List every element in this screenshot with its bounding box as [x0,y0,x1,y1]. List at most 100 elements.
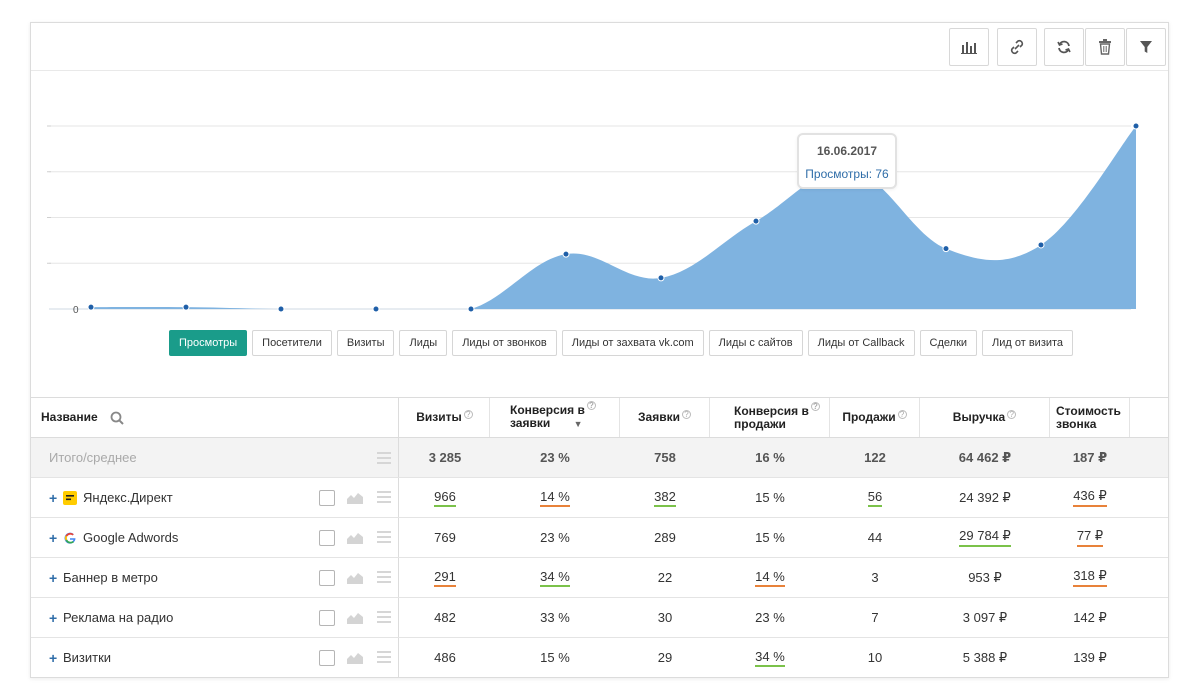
row-checkbox[interactable] [319,570,335,586]
total-leads-value: 758 [654,450,676,465]
source-name-cell: + Реклама на радио [31,598,399,637]
area-chart-icon[interactable] [347,611,363,624]
area-chart-icon[interactable] [347,531,363,544]
cell-value: 56 [867,489,883,507]
cell-visits: 482 [400,598,490,637]
metric-button[interactable]: Лиды [399,330,448,356]
cell-value: 139 ₽ [1073,649,1107,665]
data-point[interactable] [657,274,665,282]
data-point[interactable] [467,305,475,313]
row-checkbox[interactable] [319,650,335,666]
help-icon[interactable]: ? [463,410,473,419]
cell-conv-sales: 34 % [710,638,830,677]
source-name-cell: + Google Adwords [31,518,399,557]
expand-icon[interactable]: + [49,489,58,506]
refresh-button[interactable] [1044,28,1084,66]
cell-leads: 22 [620,558,710,597]
data-point[interactable] [372,305,380,313]
data-point[interactable] [942,245,950,253]
y-tick-label: 0 [73,305,79,316]
metric-button[interactable]: Посетители [252,330,332,356]
list-icon[interactable] [377,491,391,503]
list-icon[interactable] [377,571,391,583]
metric-button[interactable]: Визиты [336,330,395,356]
row-checkbox[interactable] [319,530,335,546]
chart-view-button[interactable] [949,28,989,66]
table-row: + Баннер в метро 291 34 % 22 14 % 3 953 ₽ 318 ₽ [31,558,1168,598]
help-icon[interactable]: ? [1007,410,1017,419]
data-point[interactable] [562,250,570,258]
data-point[interactable] [1132,122,1140,130]
cell-revenue: 3 097 ₽ [920,598,1050,637]
expand-icon[interactable]: + [49,529,58,546]
area-chart-icon[interactable] [347,651,363,664]
header-conv-leads[interactable]: Конверсия в? заявки ▼ [490,398,620,437]
metric-button[interactable]: Лид от визита [982,330,1074,356]
header-conv-sales[interactable]: Конверсия в? продажи [710,398,830,437]
link-button[interactable] [997,28,1037,66]
data-point[interactable] [87,303,95,311]
table-row: + Реклама на радио 482 33 % 30 23 % 7 3 097 ₽ 14… [31,598,1168,638]
search-icon[interactable] [110,411,124,425]
expand-icon[interactable]: + [49,649,58,666]
help-icon[interactable]: ? [586,401,596,410]
cell-value: 318 ₽ [1073,568,1107,587]
expand-icon[interactable]: + [49,569,58,586]
list-icon[interactable] [377,651,391,663]
header-call-cost-line2: звонка [1056,416,1097,431]
filter-button[interactable] [1126,28,1166,66]
metric-button[interactable]: Лиды от Callback [807,330,915,356]
metric-button[interactable]: Лиды с сайтов [708,330,803,356]
expand-icon[interactable]: + [49,609,58,626]
cell-visits: 486 [400,638,490,677]
metric-button[interactable]: Лиды от захвата vk.com [561,330,704,356]
source-name[interactable]: Визитки [63,650,112,665]
cell-value: 3 [871,570,879,585]
sources-table: Название Визиты? Конверсия в? заявки ▼ З… [31,397,1168,677]
data-point[interactable] [1037,241,1045,249]
data-point[interactable] [752,217,760,225]
cell-revenue: 29 784 ₽ [920,518,1050,557]
list-icon[interactable] [377,611,391,623]
header-sales[interactable]: Продажи? [830,398,920,437]
cell-value: 291 [434,569,456,587]
metric-button[interactable]: Просмотры [169,330,248,356]
source-name[interactable]: Баннер в метро [63,570,158,585]
cell-revenue: 953 ₽ [920,558,1050,597]
area-chart-icon[interactable] [347,571,363,584]
delete-button[interactable] [1085,28,1125,66]
source-name[interactable]: Реклама на радио [63,610,174,625]
header-revenue[interactable]: Выручка? [920,398,1050,437]
cell-revenue: 5 388 ₽ [920,638,1050,677]
total-row: Итого/среднее 3 285 23 % 758 16 % 122 64… [31,438,1168,478]
data-point[interactable] [277,305,285,313]
cell-leads: 289 [620,518,710,557]
header-leads[interactable]: Заявки? [620,398,710,437]
list-icon[interactable] [377,531,391,543]
metric-button[interactable]: Сделки [919,330,978,356]
cell-conv-leads: 23 % [490,518,620,557]
metric-button[interactable]: Лиды от звонков [452,330,557,356]
source-name[interactable]: Google Adwords [83,530,179,545]
cell-call-cost: 139 ₽ [1050,638,1130,677]
row-checkbox[interactable] [319,610,335,626]
data-point[interactable] [182,303,190,311]
help-icon[interactable]: ? [897,410,907,419]
report-card: 08.06.201709.06.201710.06.201711.06.2017… [30,22,1169,678]
header-call-cost[interactable]: Стоимость звонка [1050,398,1130,437]
cell-visits: 769 [400,518,490,557]
total-revenue: 64 462 ₽ [920,438,1050,477]
list-icon[interactable] [377,452,391,464]
help-icon[interactable]: ? [810,401,820,411]
area-chart-icon[interactable] [347,491,363,504]
sort-desc-icon[interactable]: ▼ [573,419,583,429]
help-icon[interactable]: ? [681,410,691,419]
header-name: Название [41,410,98,424]
source-name[interactable]: Яндекс.Директ [83,490,173,505]
header-visits[interactable]: Визиты? [400,398,490,437]
cell-sales: 3 [830,558,920,597]
toolbar [31,23,1168,71]
row-checkbox[interactable] [319,490,335,506]
cell-conv-sales: 15 % [710,478,830,517]
cell-conv-leads: 33 % [490,598,620,637]
